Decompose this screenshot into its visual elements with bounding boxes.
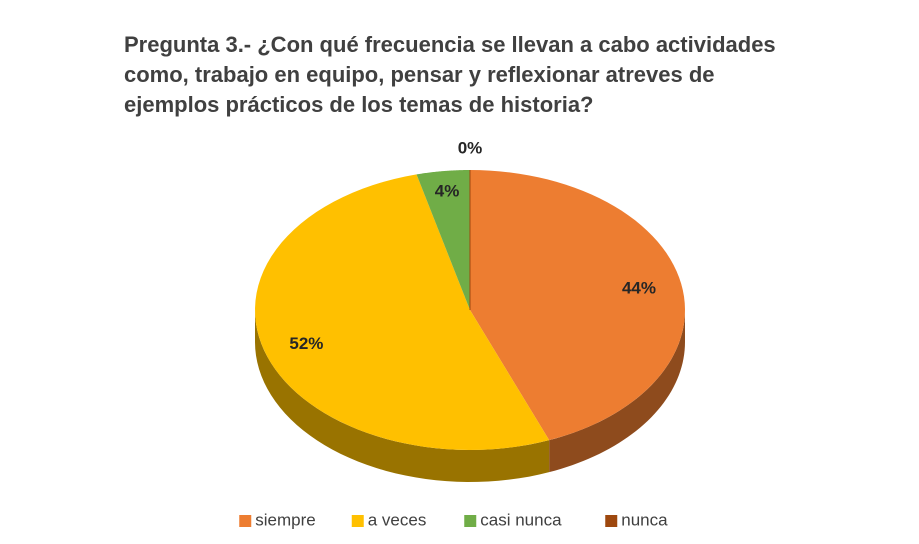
legend-swatch <box>239 515 252 527</box>
data-label: 52% <box>289 334 323 353</box>
legend-label: nunca <box>621 510 668 529</box>
chart-title: Pregunta 3.- ¿Con qué frecuencia se llev… <box>124 32 776 117</box>
pie-slice <box>416 170 470 310</box>
data-label: 0% <box>458 138 483 157</box>
legend-label: casi nunca <box>480 510 562 529</box>
data-label: 4% <box>435 181 460 200</box>
pie-slice <box>255 174 550 450</box>
legend-label: a veces <box>368 510 427 529</box>
legend-swatch <box>351 515 364 527</box>
pie-side <box>549 310 685 473</box>
legend-swatch <box>605 515 618 527</box>
legend-swatch <box>464 515 477 527</box>
pie-slice <box>470 170 685 441</box>
pie-side <box>255 310 550 482</box>
legend-label: siempre <box>255 510 315 529</box>
data-label: 44% <box>622 278 656 297</box>
